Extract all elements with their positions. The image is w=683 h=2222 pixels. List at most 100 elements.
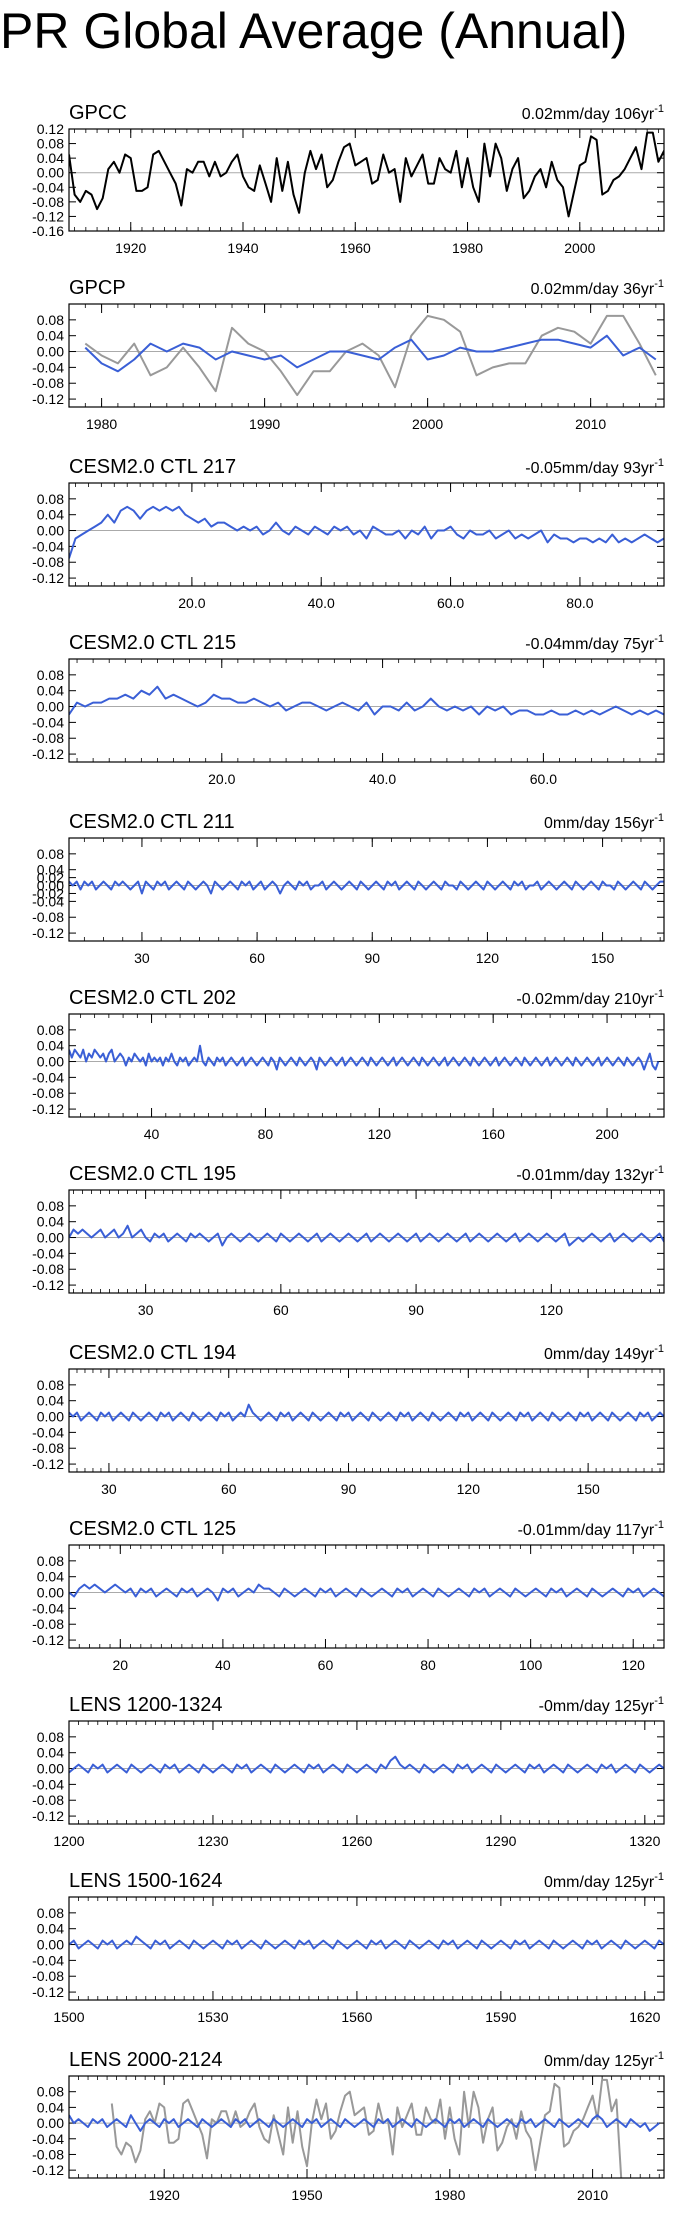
x-tick-label: 1980 bbox=[86, 416, 117, 432]
series-line-lens-1500 bbox=[69, 1935, 664, 1950]
series-line-ctl-217 bbox=[69, 505, 664, 559]
y-tick-label: -0.08 bbox=[32, 909, 64, 925]
y-tick-label: 0.08 bbox=[37, 1198, 64, 1214]
plot-frame bbox=[68, 1544, 665, 1649]
y-tick-label: 0.04 bbox=[37, 1214, 64, 1230]
y-tick-label: 0.08 bbox=[37, 1553, 64, 1569]
x-tick-label: 1500 bbox=[53, 2009, 84, 2025]
y-tick-label: -0.02 bbox=[32, 885, 64, 901]
trend-label: 0mm/day 156yr-1 bbox=[544, 812, 664, 832]
plot-frame bbox=[68, 1189, 665, 1294]
trend-label: 0.02mm/day 106yr-1 bbox=[522, 103, 664, 123]
series-line-ctl-215 bbox=[69, 685, 664, 716]
series-line-ctl-211 bbox=[69, 880, 664, 895]
series-line-ctl-125 bbox=[69, 1583, 664, 1602]
trend-label: -0.05mm/day 93yr-1 bbox=[525, 457, 664, 477]
x-tick-label: 2010 bbox=[575, 416, 606, 432]
x-tick-label: 160 bbox=[482, 1126, 506, 1142]
y-tick-label: 0.00 bbox=[37, 165, 64, 181]
series-line-lens-2000 bbox=[69, 2114, 660, 2132]
trend-label: -0mm/day 125yr-1 bbox=[539, 1695, 664, 1715]
panel-title: CESM2.0 CTL 195 bbox=[69, 1163, 236, 1185]
plot-frame bbox=[68, 2075, 665, 2179]
y-tick-label: -0.04 bbox=[32, 538, 64, 554]
x-tick-label: 1590 bbox=[485, 2009, 516, 2025]
x-tick-label: 40.0 bbox=[308, 595, 335, 611]
panel-title: CESM2.0 CTL 125 bbox=[69, 1518, 236, 1540]
y-tick-label: 0.08 bbox=[37, 312, 64, 328]
y-tick-label: 0.08 bbox=[37, 846, 64, 862]
y-tick-label: 0.04 bbox=[37, 862, 64, 878]
plot-frame bbox=[68, 658, 665, 763]
y-tick-label: -0.12 bbox=[32, 1984, 64, 2000]
chart-panel-9: CESM2.0 CTL 125 -0.01mm/day 117yr-10.080.… bbox=[32, 1518, 665, 1673]
x-tick-label: 1200 bbox=[53, 1833, 84, 1849]
y-tick-label: -0.04 bbox=[32, 893, 64, 909]
y-tick-label: -0.12 bbox=[32, 2162, 64, 2178]
panel-title: GPCP bbox=[69, 277, 126, 299]
chart-panel-8: CESM2.0 CTL 194 0mm/day 149yr-1 0.080.040.… bbox=[32, 1342, 665, 1497]
y-tick-label: 0.04 bbox=[37, 683, 64, 699]
chart-panel-7: CESM2.0 CTL 195 -0.01mm/day 132yr-10.080.… bbox=[32, 1163, 665, 1318]
y-tick-label: -0.12 bbox=[32, 746, 64, 762]
page-title: PR Global Average (Annual) bbox=[0, 3, 628, 59]
x-tick-label: 120 bbox=[540, 1302, 564, 1318]
y-tick-label: -0.12 bbox=[32, 925, 64, 941]
trend-label: 0mm/day 125yr-1 bbox=[544, 1871, 664, 1891]
y-tick-label: -0.16 bbox=[32, 223, 64, 239]
y-tick-label: 0.04 bbox=[37, 507, 64, 523]
y-tick-label: -0.12 bbox=[32, 1808, 64, 1824]
y-tick-label: 0.00 bbox=[37, 523, 64, 539]
y-tick-label: -0.12 bbox=[32, 1277, 64, 1293]
y-tick-label: 0.08 bbox=[37, 1377, 64, 1393]
y-tick-label: -0.08 bbox=[32, 194, 64, 210]
x-tick-label: 80 bbox=[420, 1657, 436, 1673]
y-tick-label: -0.08 bbox=[32, 375, 64, 391]
x-tick-label: 20.0 bbox=[208, 771, 235, 787]
trend-label: -0.01mm/day 117yr-1 bbox=[518, 1519, 664, 1539]
y-tick-label: 0.00 bbox=[37, 878, 64, 894]
panel-title: CESM2.0 CTL 217 bbox=[69, 456, 236, 478]
chart-panel-4: CESM2.0 CTL 215 -0.04mm/day 75yr-10.080.0… bbox=[32, 632, 665, 787]
x-tick-label: 1990 bbox=[249, 416, 280, 432]
chart-panel-10: LENS 1200-1324 -0mm/day 125yr-1 0.080.040.… bbox=[32, 1694, 665, 1849]
chart-panel-6: CESM2.0 CTL 202 -0.02mm/day 210yr-10.080.… bbox=[32, 987, 665, 1142]
series-line-gpcp bbox=[84, 314, 657, 397]
x-tick-label: 1620 bbox=[629, 2009, 660, 2025]
x-tick-label: 1960 bbox=[340, 240, 371, 256]
y-tick-label: -0.12 bbox=[32, 1101, 64, 1117]
series-line-ctl-194 bbox=[69, 1403, 664, 1422]
y-tick-label: 0.08 bbox=[37, 1022, 64, 1038]
x-tick-label: 1530 bbox=[197, 2009, 228, 2025]
x-tick-label: 1980 bbox=[452, 240, 483, 256]
series-line-gpcc bbox=[69, 131, 664, 218]
y-tick-label: 0.12 bbox=[37, 121, 64, 137]
x-tick-label: 200 bbox=[595, 1126, 619, 1142]
y-tick-label: -0.08 bbox=[32, 1616, 64, 1632]
x-tick-label: 1950 bbox=[291, 2187, 322, 2203]
plot-frame bbox=[68, 1720, 665, 1825]
x-tick-label: 1320 bbox=[629, 1833, 660, 1849]
y-tick-label: -0.04 bbox=[32, 1600, 64, 1616]
plot-frame bbox=[68, 1896, 665, 2001]
y-tick-label: 0.04 bbox=[37, 1921, 64, 1937]
y-tick-label: 0.04 bbox=[37, 328, 64, 344]
x-tick-label: 60 bbox=[318, 1657, 334, 1673]
x-tick-label: 120 bbox=[622, 1657, 646, 1673]
trend-label: 0mm/day 125yr-1 bbox=[544, 2050, 664, 2070]
x-tick-label: 1920 bbox=[115, 240, 146, 256]
x-tick-label: 2010 bbox=[577, 2187, 608, 2203]
x-tick-label: 150 bbox=[591, 950, 615, 966]
x-tick-label: 30 bbox=[101, 1481, 117, 1497]
y-tick-label: -0.04 bbox=[32, 1245, 64, 1261]
y-tick-label: 0.04 bbox=[37, 150, 64, 166]
x-tick-label: 20 bbox=[113, 1657, 129, 1673]
x-tick-label: 90 bbox=[364, 950, 380, 966]
y-tick-label: -0.08 bbox=[32, 1968, 64, 1984]
chart-panel-3: CESM2.0 CTL 217 -0.05mm/day 93yr-10.080.0… bbox=[32, 456, 665, 611]
y-tick-label: -0.04 bbox=[32, 179, 64, 195]
x-tick-label: 90 bbox=[408, 1302, 424, 1318]
y-tick-label: -0.08 bbox=[32, 1085, 64, 1101]
y-tick-label: -0.08 bbox=[32, 1261, 64, 1277]
